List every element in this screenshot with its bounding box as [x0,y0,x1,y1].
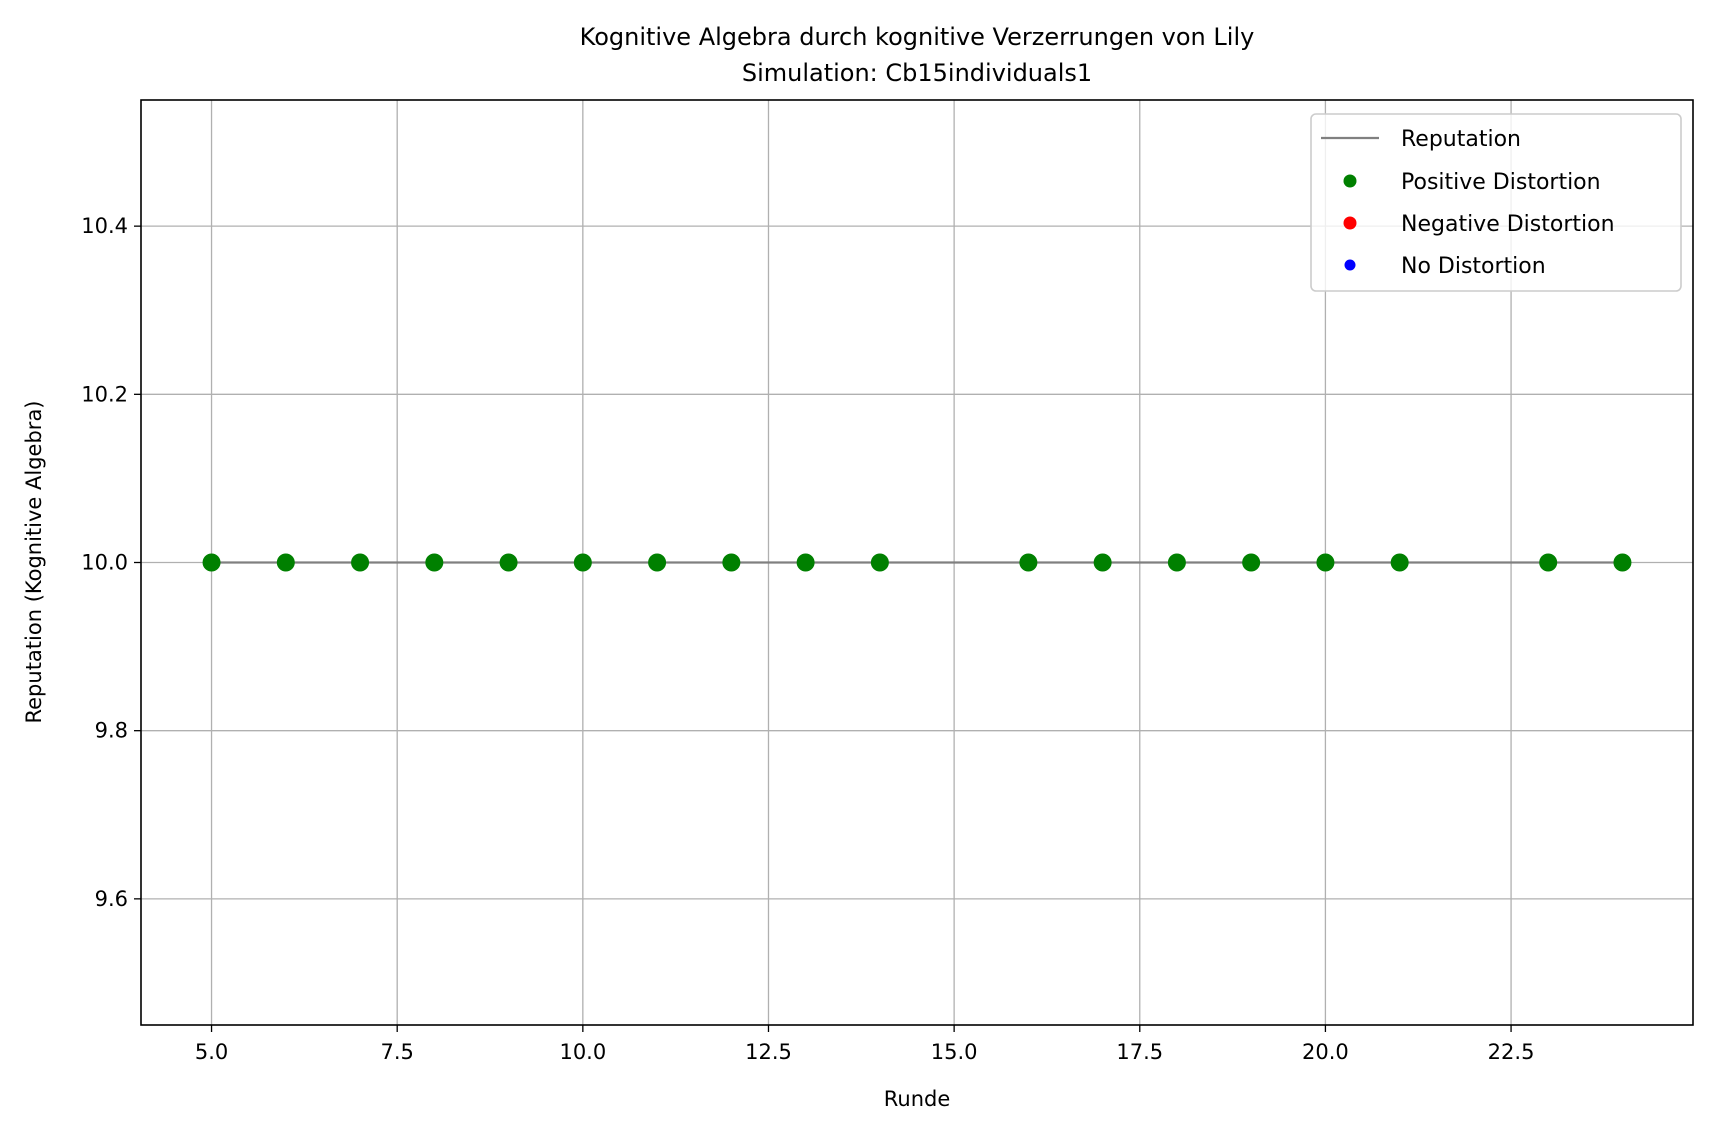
x-axis-label: Runde [884,1087,951,1111]
point-positive-distortion-9 [499,553,518,572]
point-positive-distortion-5 [202,553,221,572]
y-tick-label-9-8: 9.8 [95,719,128,743]
point-positive-distortion-19 [1242,553,1261,572]
point-positive-distortion-13 [796,553,815,572]
x-tick-label-12-5: 12.5 [745,1040,792,1064]
x-tick-label-17-5: 17.5 [1116,1040,1163,1064]
x-tick-label-20-0: 20.0 [1302,1040,1349,1064]
legend-label-no-distortion: No Distortion [1401,254,1546,279]
plot-series [202,553,1632,572]
legend: Reputation Positive Distortion Negative … [1310,113,1682,292]
y-tick-label-9-6: 9.6 [95,887,128,911]
point-positive-distortion-17 [1093,553,1112,572]
legend-marker-positive-distortion [1343,174,1357,188]
chart-subtitle: Simulation: Cb15individuals1 [742,59,1092,87]
point-positive-distortion-8 [425,553,444,572]
point-positive-distortion-14 [870,553,889,572]
legend-label-negative-distortion: Negative Distortion [1401,212,1615,237]
y-tick-label-10-0: 10.0 [81,551,128,575]
x-tick-label-5-0: 5.0 [195,1040,228,1064]
axis-ticks: 5.0 7.5 10.0 12.5 15.0 17.5 20.0 22.5 9.6 9.8 10.0… [81,214,1534,1064]
legend-label-reputation: Reputation [1401,127,1521,152]
point-positive-distortion-20 [1316,553,1335,572]
x-tick-label-10-0: 10.0 [559,1040,606,1064]
chart-title: Kognitive Algebra durch kognitive Verzer… [580,23,1255,51]
point-positive-distortion-12 [722,553,741,572]
x-tick-label-7-5: 7.5 [380,1040,413,1064]
legend-marker-no-distortion [1344,259,1356,271]
point-positive-distortion-7 [351,553,370,572]
point-positive-distortion-6 [276,553,295,572]
legend-label-positive-distortion: Positive Distortion [1401,170,1601,195]
y-tick-label-10-4: 10.4 [81,214,128,238]
point-positive-distortion-11 [648,553,667,572]
legend-box [1310,113,1682,292]
legend-marker-negative-distortion [1343,216,1357,230]
point-positive-distortion-21 [1390,553,1409,572]
point-positive-distortion-18 [1167,553,1186,572]
point-positive-distortion-23 [1539,553,1558,572]
point-positive-distortion-16 [1019,553,1038,572]
y-axis-label: Reputation (Kognitive Algebra) [22,400,46,723]
x-tick-label-15-0: 15.0 [931,1040,978,1064]
x-tick-label-22-5: 22.5 [1488,1040,1535,1064]
y-tick-label-10-2: 10.2 [81,382,128,406]
point-positive-distortion-10 [573,553,592,572]
point-positive-distortion-24 [1613,553,1632,572]
